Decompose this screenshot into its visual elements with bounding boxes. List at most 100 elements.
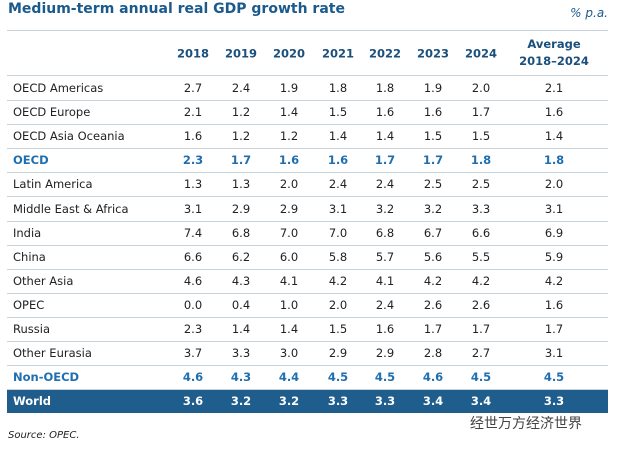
cell: 2.8: [423, 346, 443, 361]
header-line: Average: [527, 37, 581, 51]
cell: 1.4: [544, 129, 564, 144]
cell: 2.3: [182, 153, 204, 168]
cell: 3.4: [470, 394, 492, 409]
cell: 3.1: [183, 201, 203, 216]
cell: 3.3: [471, 201, 491, 216]
cell: 1.4: [279, 322, 299, 336]
column-header: 2019: [224, 46, 258, 61]
cell: 6.6: [183, 249, 203, 264]
cell: 1.4: [279, 105, 299, 120]
column-header: Average 2018–2024: [519, 36, 589, 70]
cell: 4.2: [423, 273, 443, 288]
cell: 6.2: [231, 249, 251, 264]
cell: 1.7: [423, 322, 443, 336]
cell: 3.1: [544, 346, 564, 361]
cell: 4.3: [231, 273, 251, 288]
cell: 1.6: [544, 105, 564, 120]
row-label: OECD Asia Oceania: [13, 129, 125, 144]
cell: 4.6: [422, 370, 444, 385]
row-rule: [7, 365, 608, 367]
cell: 4.5: [327, 370, 349, 385]
cell: 1.6: [183, 129, 203, 144]
cell: 7.4: [183, 225, 203, 240]
row-rule: [7, 268, 608, 270]
cell: 1.3: [231, 177, 251, 192]
cell: 5.5: [471, 249, 491, 264]
row-label: OECD: [13, 153, 49, 168]
row-label: OPEC: [13, 297, 45, 312]
row-label: Middle East & Africa: [13, 201, 129, 216]
cell: 6.8: [375, 225, 395, 240]
cell: 3.2: [230, 394, 252, 409]
row-rule: [7, 316, 608, 318]
row-rule: [7, 292, 608, 294]
cell: 2.7: [471, 346, 491, 361]
cell: 4.2: [471, 273, 491, 288]
cell: 2.5: [471, 177, 491, 192]
row-label: Other Asia: [13, 273, 74, 288]
cell: 1.9: [423, 81, 443, 95]
cell: 4.2: [544, 273, 564, 288]
watermark: 经世万方经济世界: [470, 416, 582, 432]
cell: 4.4: [278, 370, 300, 385]
cell: 1.8: [470, 153, 492, 168]
row-label: Russia: [13, 322, 50, 336]
cell: 2.9: [231, 201, 251, 216]
cell: 3.2: [423, 201, 443, 216]
cell: 3.3: [374, 394, 396, 409]
cell: 4.2: [328, 273, 348, 288]
column-header: 2018: [176, 46, 210, 61]
cell: 1.2: [231, 105, 251, 120]
cell: 3.1: [544, 201, 564, 216]
row-rule: [7, 172, 608, 174]
cell: 1.9: [279, 81, 299, 95]
row-rule: [7, 196, 608, 198]
cell: 1.7: [230, 153, 252, 168]
row-rule: [7, 341, 608, 342]
cell: 4.6: [182, 370, 204, 385]
column-header: 2023: [416, 46, 450, 61]
cell: 4.3: [230, 370, 252, 385]
cell: 3.2: [375, 201, 395, 216]
cell: 6.9: [544, 225, 564, 240]
cell: 1.5: [328, 105, 348, 120]
column-header: 2021: [321, 46, 355, 61]
row-label: China: [13, 249, 46, 264]
cell: 1.7: [471, 322, 491, 336]
rule: [7, 30, 608, 31]
cell: 1.6: [423, 105, 443, 120]
cell: 1.8: [328, 81, 348, 95]
row-rule: [7, 124, 608, 126]
cell: 1.7: [544, 322, 564, 336]
cell: 6.6: [471, 225, 491, 240]
cell: 5.9: [544, 249, 564, 264]
cell: 1.4: [231, 322, 251, 336]
cell: 6.8: [231, 225, 251, 240]
cell: 1.6: [375, 322, 395, 336]
cell: 1.8: [375, 81, 395, 95]
cell: 2.4: [375, 297, 395, 312]
row-label: Latin America: [13, 177, 93, 192]
cell: 1.5: [328, 322, 348, 336]
cell: 2.1: [183, 105, 203, 120]
row-label: World: [13, 394, 52, 409]
cell: 5.6: [423, 249, 443, 264]
cell: 1.6: [327, 153, 349, 168]
cell: 1.6: [375, 105, 395, 120]
cell: 3.2: [278, 394, 300, 409]
cell: 3.6: [182, 394, 204, 409]
cell: 1.0: [279, 297, 299, 312]
row-label: India: [13, 225, 42, 240]
cell: 1.5: [471, 129, 491, 144]
cell: 2.4: [375, 177, 395, 192]
row-label: Non-OECD: [13, 370, 80, 385]
cell: 0.0: [183, 297, 203, 312]
cell: 2.5: [423, 177, 443, 192]
rule: [7, 75, 608, 76]
cell: 4.5: [470, 370, 492, 385]
cell: 2.1: [544, 81, 564, 95]
cell: 2.4: [328, 177, 348, 192]
cell: 6.7: [423, 225, 443, 240]
cell: 1.2: [231, 129, 251, 144]
